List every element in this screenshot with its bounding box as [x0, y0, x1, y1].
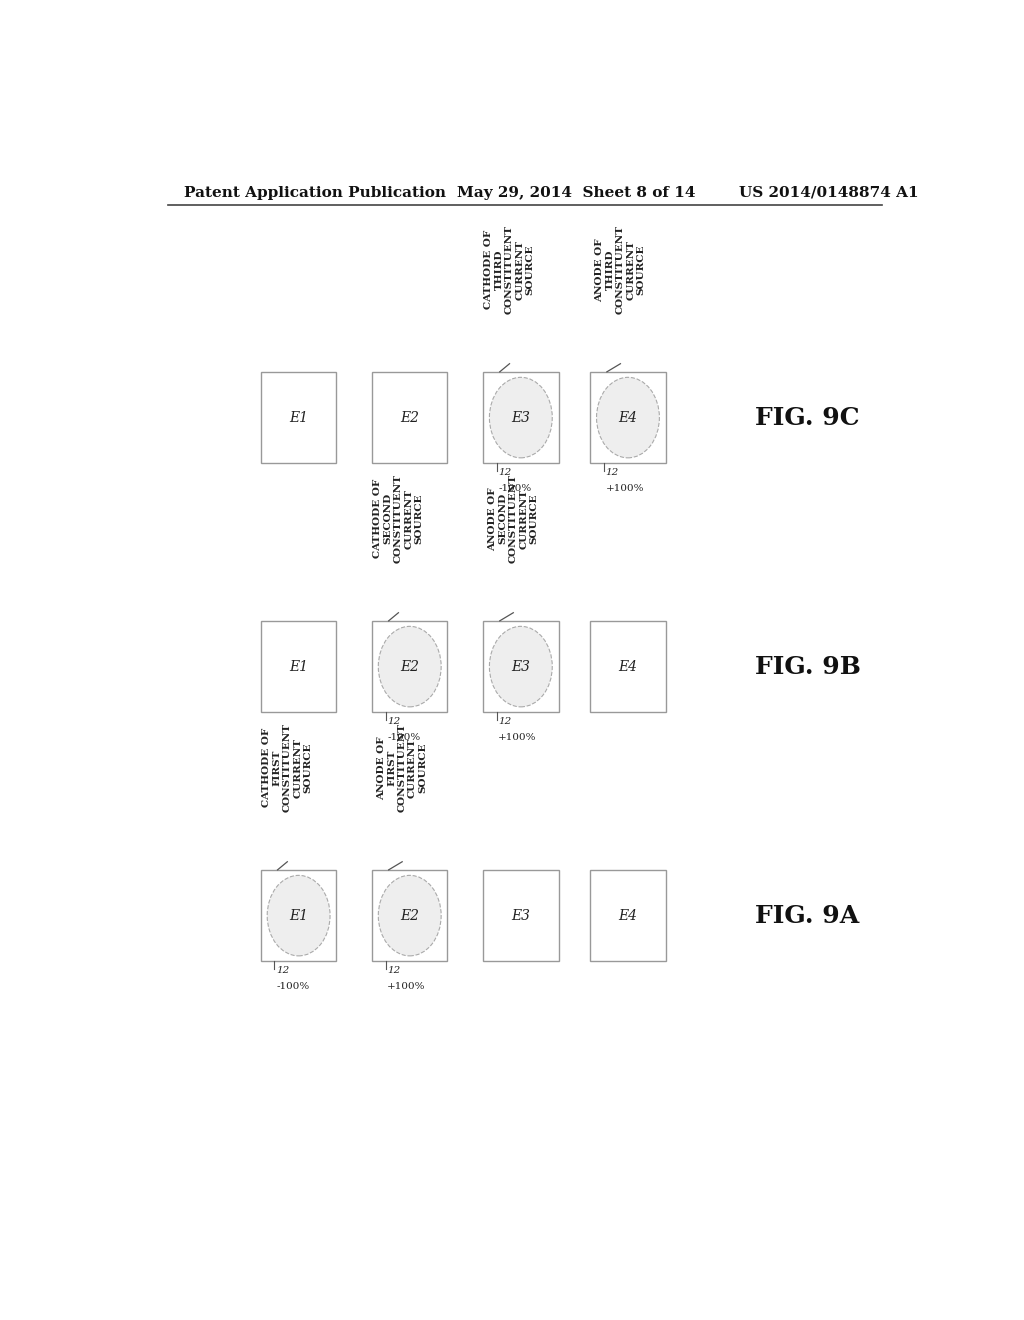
Bar: [483, 870, 558, 961]
Text: ANODE OF
SECOND
CONSTITUENT
CURRENT
SOURCE: ANODE OF SECOND CONSTITUENT CURRENT SOUR…: [488, 474, 539, 564]
Bar: [483, 372, 558, 463]
Bar: [261, 870, 336, 961]
Text: 12: 12: [387, 966, 400, 975]
Bar: [261, 372, 336, 463]
Text: E1: E1: [289, 411, 308, 425]
Text: E4: E4: [618, 411, 638, 425]
Text: -100%: -100%: [499, 483, 531, 492]
Text: E1: E1: [289, 908, 308, 923]
Circle shape: [378, 627, 441, 706]
Text: ANODE OF
THIRD
CONSTITUENT
CURRENT
SOURCE: ANODE OF THIRD CONSTITUENT CURRENT SOURC…: [595, 226, 646, 314]
Text: 12: 12: [499, 718, 512, 726]
Text: E2: E2: [400, 411, 419, 425]
Text: CATHODE OF
THIRD
CONSTITUENT
CURRENT
SOURCE: CATHODE OF THIRD CONSTITUENT CURRENT SOU…: [484, 226, 535, 314]
Text: 12: 12: [605, 469, 618, 478]
Text: E3: E3: [511, 660, 530, 673]
Text: E3: E3: [511, 411, 530, 425]
Text: CATHODE OF
SECOND
CONSTITUENT
CURRENT
SOURCE: CATHODE OF SECOND CONSTITUENT CURRENT SO…: [373, 474, 424, 564]
Text: E3: E3: [511, 908, 530, 923]
Text: US 2014/0148874 A1: US 2014/0148874 A1: [739, 186, 919, 199]
Circle shape: [597, 378, 659, 458]
Bar: [372, 620, 447, 713]
Text: 12: 12: [276, 966, 290, 975]
Bar: [590, 870, 666, 961]
Text: CATHODE OF
FIRST
CONSTITUENT
CURRENT
SOURCE: CATHODE OF FIRST CONSTITUENT CURRENT SOU…: [262, 723, 312, 812]
Text: May 29, 2014  Sheet 8 of 14: May 29, 2014 Sheet 8 of 14: [458, 186, 696, 199]
Text: -100%: -100%: [276, 982, 309, 991]
Circle shape: [378, 875, 441, 956]
Text: +100%: +100%: [499, 733, 537, 742]
Text: E4: E4: [618, 908, 638, 923]
Text: -100%: -100%: [387, 733, 421, 742]
Text: 12: 12: [499, 469, 512, 478]
Text: FIG. 9C: FIG. 9C: [755, 405, 859, 429]
Text: E2: E2: [400, 908, 419, 923]
Bar: [483, 620, 558, 713]
Text: E2: E2: [400, 660, 419, 673]
Bar: [372, 870, 447, 961]
Bar: [372, 372, 447, 463]
Text: Patent Application Publication: Patent Application Publication: [183, 186, 445, 199]
Bar: [590, 620, 666, 713]
Text: E4: E4: [618, 660, 638, 673]
Bar: [261, 620, 336, 713]
Text: +100%: +100%: [387, 982, 426, 991]
Text: FIG. 9A: FIG. 9A: [755, 904, 859, 928]
Text: +100%: +100%: [605, 483, 644, 492]
Text: ANODE OF
FIRST
CONSTITUENT
CURRENT
SOURCE: ANODE OF FIRST CONSTITUENT CURRENT SOURC…: [377, 723, 427, 812]
Bar: [590, 372, 666, 463]
Text: 12: 12: [387, 718, 400, 726]
Circle shape: [267, 875, 330, 956]
Circle shape: [489, 378, 552, 458]
Text: FIG. 9B: FIG. 9B: [755, 655, 861, 678]
Circle shape: [489, 627, 552, 706]
Text: E1: E1: [289, 660, 308, 673]
